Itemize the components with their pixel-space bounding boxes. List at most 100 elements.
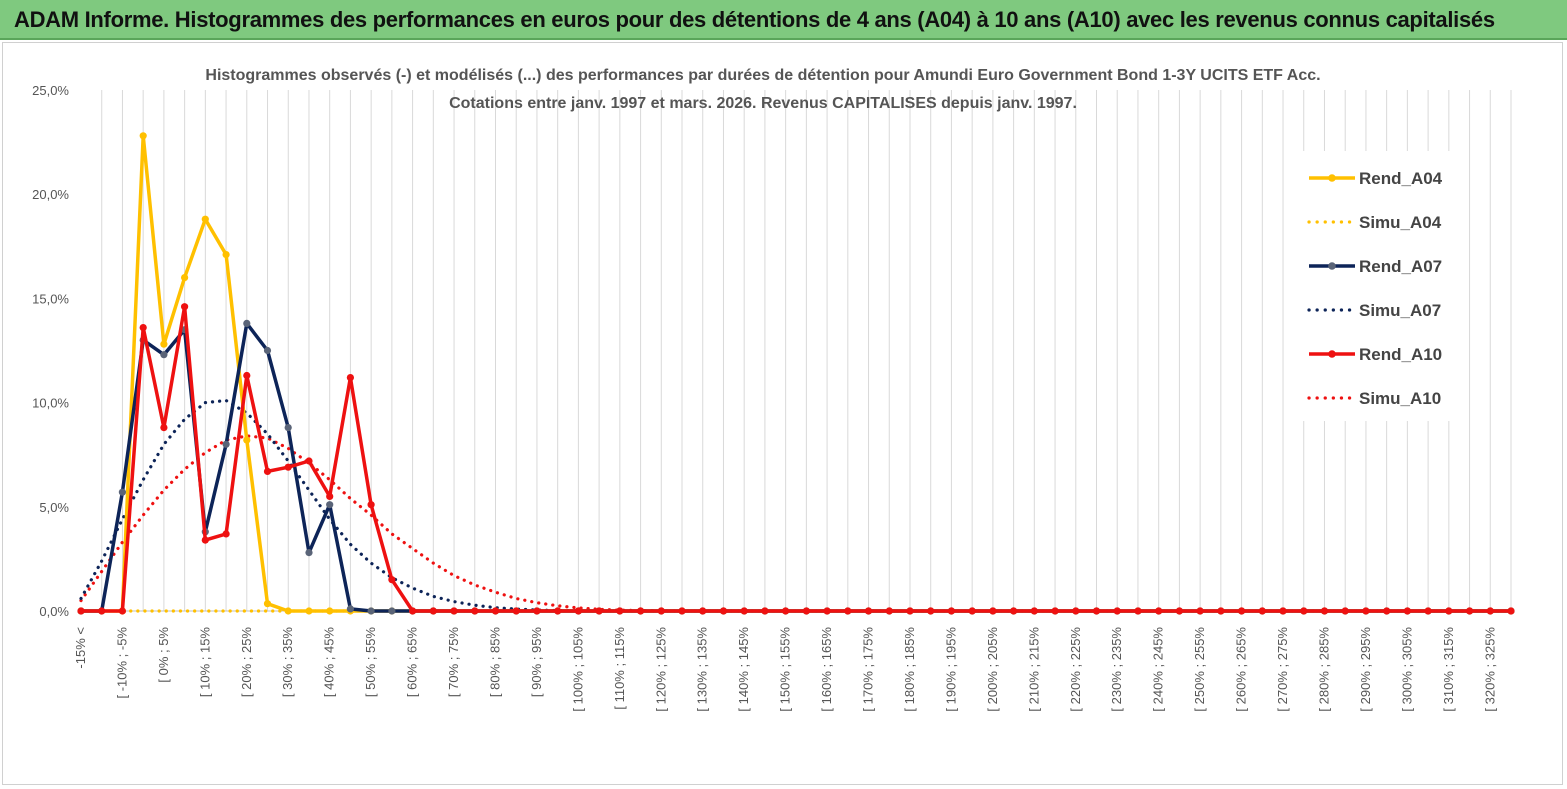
legend-label-rend-a10: Rend_A10 — [1359, 345, 1442, 364]
data-point-rend-a10 — [1217, 607, 1225, 615]
data-point-rend-a10 — [740, 607, 748, 615]
data-point-rend-a04 — [326, 607, 334, 615]
data-point-rend-a10 — [450, 607, 458, 615]
data-point-rend-a04 — [201, 215, 209, 223]
y-tick-label: 25,0% — [32, 83, 69, 98]
data-point-rend-a10 — [574, 607, 583, 615]
data-point-rend-a10 — [1466, 607, 1474, 615]
data-point-rend-a10 — [1175, 607, 1183, 615]
data-point-rend-a10 — [1092, 607, 1101, 615]
legend-background — [1291, 151, 1467, 421]
legend-label-rend-a07: Rend_A07 — [1359, 257, 1442, 276]
data-point-rend-a10 — [512, 607, 520, 615]
x-tick-label: [ 310% ; 315% — [1441, 627, 1456, 712]
x-tick-label: [ 300% ; 305% — [1399, 627, 1414, 712]
data-point-rend-a10 — [1134, 607, 1142, 615]
data-point-rend-a10 — [616, 607, 624, 615]
data-point-rend-a10 — [1258, 607, 1266, 615]
data-point-rend-a04 — [160, 340, 168, 348]
x-tick-label: [ 320% ; 325% — [1482, 627, 1497, 712]
x-tick-label: [ 280% ; 285% — [1316, 627, 1331, 712]
data-point-rend-a10 — [160, 424, 168, 432]
data-point-rend-a10 — [1486, 607, 1494, 615]
x-tick-label: [ 10% ; 15% — [197, 627, 212, 698]
data-point-rend-a10 — [947, 607, 956, 615]
chart-frame: -15% < [ -10% ; -5% [ 0% ; 5% [ 10% ; 15% [ … — [2, 42, 1563, 785]
data-point-rend-a10 — [927, 607, 935, 615]
data-point-rend-a10 — [782, 607, 790, 615]
data-point-rend-a07 — [346, 605, 354, 613]
data-point-rend-a07 — [118, 488, 126, 496]
y-tick-label: 5,0% — [39, 500, 69, 515]
data-point-rend-a04 — [139, 132, 147, 140]
y-tick-label: 0,0% — [39, 604, 69, 619]
data-point-rend-a10 — [1362, 607, 1370, 615]
x-tick-label: [ 20% ; 25% — [239, 627, 254, 698]
x-tick-label: [ 240% ; 245% — [1151, 627, 1166, 712]
y-tick-label: 15,0% — [32, 291, 69, 306]
x-tick-label: [ 80% ; 85% — [487, 627, 502, 698]
data-point-rend-a10 — [968, 607, 976, 615]
data-point-rend-a10 — [1445, 607, 1453, 615]
data-point-rend-a10 — [1155, 607, 1163, 615]
legend-label-rend-a04: Rend_A04 — [1359, 169, 1443, 188]
data-point-rend-a10 — [1113, 607, 1121, 615]
series-line-simu-a07 — [79, 398, 1513, 613]
data-point-rend-a10 — [802, 607, 811, 615]
data-point-rend-a07 — [222, 440, 230, 448]
chart-subtitle: Cotations entre janv. 1997 et mars. 2026… — [449, 95, 1077, 112]
y-tick-label: 10,0% — [32, 396, 69, 411]
data-point-rend-a04 — [181, 274, 189, 282]
x-tick-label: [ 120% ; 125% — [653, 627, 668, 712]
data-point-rend-a04 — [243, 436, 251, 444]
x-tick-label: [ 50% ; 55% — [363, 627, 378, 698]
data-point-rend-a04 — [284, 607, 292, 615]
x-tick-label: [ -10% ; -5% — [114, 627, 129, 699]
data-point-rend-a07 — [160, 351, 168, 359]
data-point-rend-a07 — [305, 549, 313, 557]
x-tick-label: [ 220% ; 225% — [1068, 627, 1083, 712]
x-tick-label: [ 200% ; 205% — [985, 627, 1000, 712]
data-point-rend-a10 — [305, 457, 313, 465]
data-point-rend-a07 — [263, 346, 272, 355]
data-point-rend-a07 — [367, 607, 375, 615]
data-point-rend-a10 — [139, 324, 147, 332]
data-point-rend-a10 — [657, 607, 665, 615]
x-tick-label: [ 90% ; 95% — [529, 627, 544, 698]
data-point-rend-a10 — [263, 467, 272, 475]
x-tick-label: [ 250% ; 255% — [1192, 627, 1207, 712]
title-banner: ADAM Informe. Histogrammes des performan… — [0, 0, 1567, 40]
data-point-rend-a10 — [1010, 607, 1018, 615]
data-point-rend-a10 — [906, 607, 914, 615]
legend-marker-rend-a04 — [1328, 174, 1336, 182]
data-point-rend-a10 — [823, 607, 831, 615]
data-point-rend-a10 — [181, 303, 189, 311]
data-point-rend-a10 — [326, 492, 334, 500]
data-point-rend-a10 — [367, 501, 375, 509]
data-point-rend-a10 — [1320, 607, 1329, 615]
data-point-rend-a04 — [263, 600, 272, 608]
x-tick-label: [ 210% ; 215% — [1026, 627, 1041, 712]
x-tick-label: [ 100% ; 105% — [570, 627, 585, 712]
data-point-rend-a10 — [429, 607, 437, 615]
data-point-rend-a10 — [637, 607, 645, 615]
data-point-rend-a10 — [1196, 607, 1204, 615]
legend-label-simu-a04: Simu_A04 — [1359, 213, 1442, 232]
data-point-rend-a10 — [699, 607, 707, 615]
chart-title: Histogrammes observés (-) et modélisés (… — [205, 67, 1320, 84]
data-point-rend-a10 — [471, 607, 479, 615]
data-point-rend-a10 — [284, 463, 292, 471]
legend-marker-rend-a07 — [1328, 262, 1336, 270]
data-point-rend-a10 — [388, 576, 396, 584]
data-point-rend-a10 — [222, 530, 230, 538]
legend-label-simu-a10: Simu_A10 — [1359, 389, 1441, 408]
x-tick-label: [ 140% ; 145% — [736, 627, 751, 712]
histogram-line-chart: -15% < [ -10% ; -5% [ 0% ; 5% [ 10% ; 15% [ … — [32, 67, 1515, 712]
data-point-rend-a10 — [1030, 607, 1038, 615]
data-point-rend-a10 — [1300, 607, 1308, 615]
legend-label-simu-a07: Simu_A07 — [1359, 301, 1441, 320]
x-tick-label: [ 290% ; 295% — [1358, 627, 1373, 712]
x-tick-label: [ 260% ; 265% — [1234, 627, 1249, 712]
axes: -15% < [ -10% ; -5% [ 0% ; 5% [ 10% ; 15% [ … — [32, 83, 1511, 712]
x-tick-label: [ 0% ; 5% — [156, 627, 171, 683]
